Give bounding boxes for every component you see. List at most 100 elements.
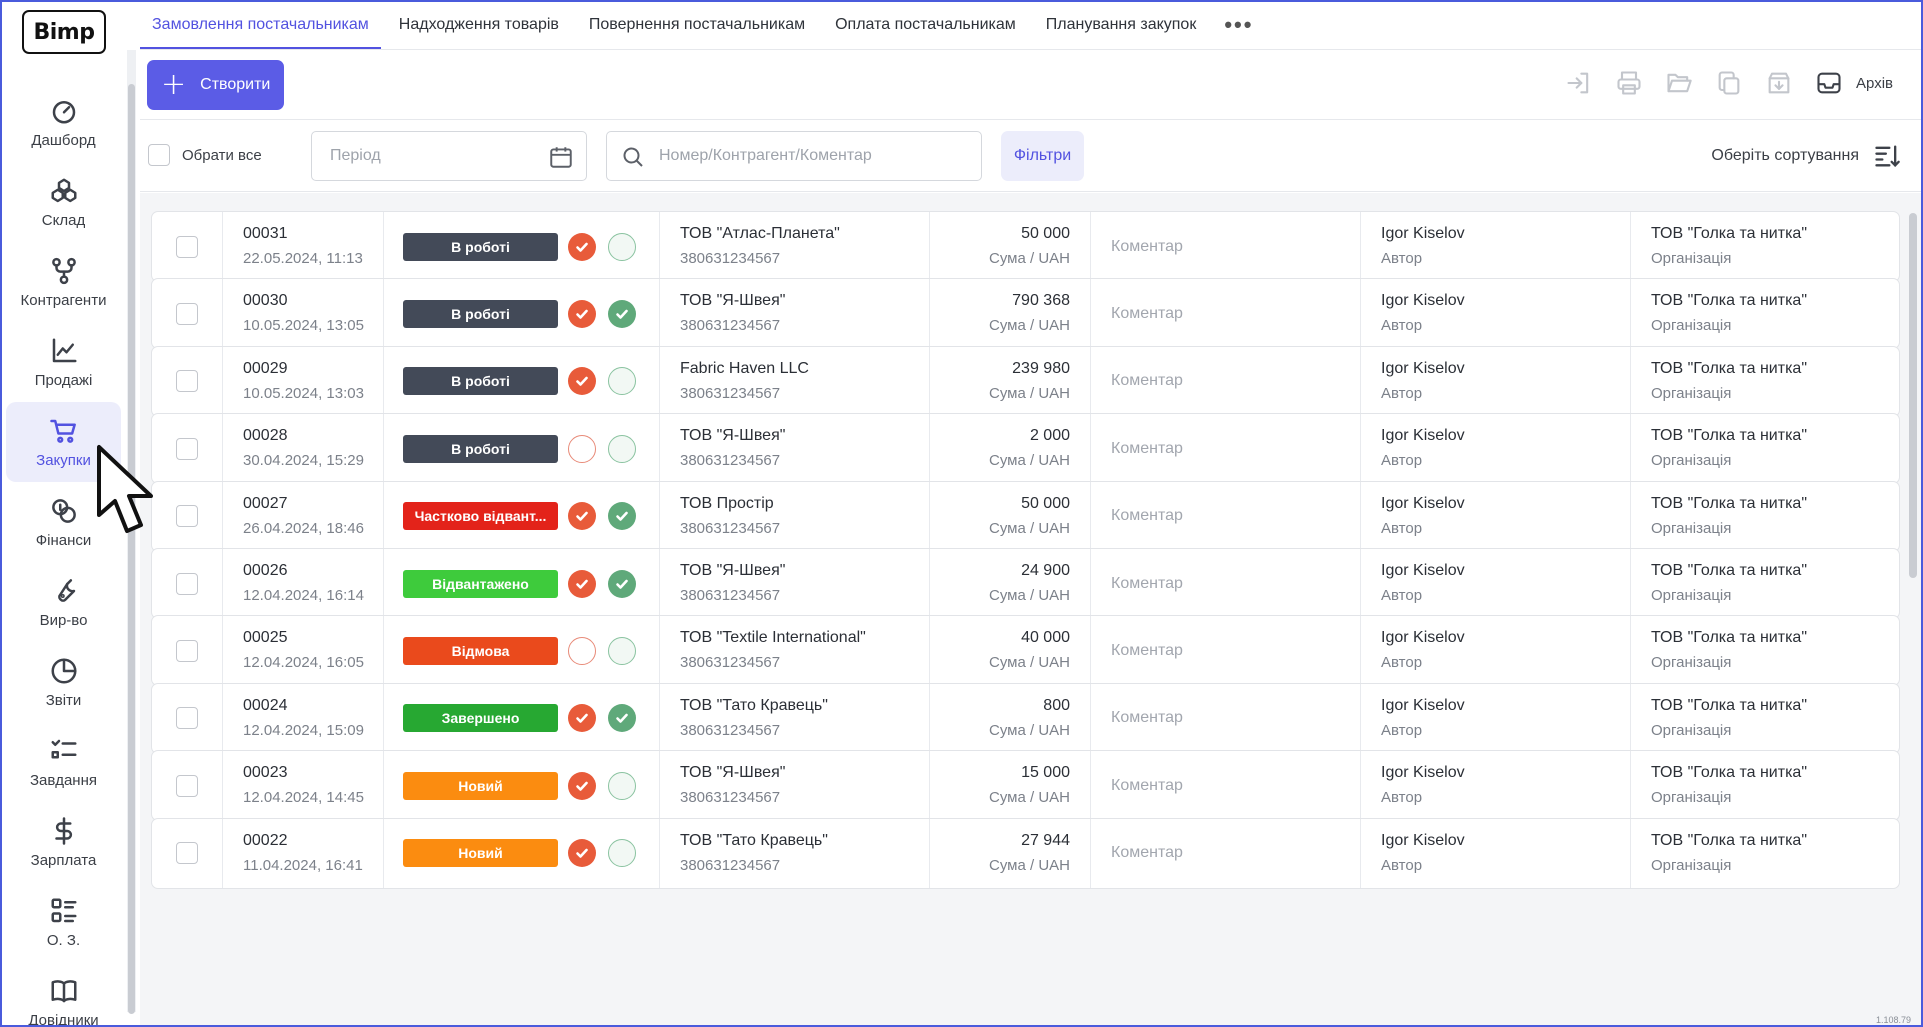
- status-badge[interactable]: Завершено: [403, 704, 558, 733]
- comment-cell[interactable]: Коментар: [1091, 212, 1361, 281]
- comment-cell[interactable]: Коментар: [1091, 481, 1361, 551]
- row-checkbox[interactable]: [176, 572, 198, 595]
- organization-label: Організація: [1651, 452, 1732, 470]
- status-badge[interactable]: Новий: [403, 771, 558, 800]
- status-badge[interactable]: Відвантажено: [403, 569, 558, 598]
- comment-cell[interactable]: Коментар: [1091, 346, 1361, 416]
- order-row[interactable]: 00030 10.05.2024, 13:05 В роботі ТОВ "Я-Шве…: [151, 278, 1900, 350]
- status-badge[interactable]: Відмова: [403, 636, 558, 665]
- comment-cell[interactable]: Коментар: [1091, 683, 1361, 753]
- order-row[interactable]: 00026 12.04.2024, 16:14 Відвантажено ТОВ "Я…: [151, 548, 1900, 619]
- order-row[interactable]: 00027 26.04.2024, 18:46 Частково відвант..…: [151, 480, 1900, 552]
- order-amount: 27 944: [1021, 831, 1070, 849]
- sort-selector[interactable]: Оберіть сортування: [1711, 142, 1901, 170]
- order-number-cell: 00025 12.04.2024, 16:05: [223, 616, 384, 686]
- author-name: Igor Kiselov: [1381, 494, 1465, 512]
- row-checkbox[interactable]: [176, 370, 198, 393]
- tab-1[interactable]: Надходження товарів: [398, 16, 559, 33]
- order-row[interactable]: 00029 10.05.2024, 13:03 В роботі Fabric Hav…: [151, 345, 1900, 417]
- counterparty-cell: ТОВ "Я-Швея" 380631234567: [660, 751, 930, 821]
- comment-cell[interactable]: Коментар: [1091, 818, 1361, 888]
- payment-status-icon: [568, 367, 596, 396]
- status-cell: В роботі: [384, 346, 660, 416]
- row-checkbox[interactable]: [176, 302, 198, 325]
- row-checkbox-cell: [152, 549, 223, 618]
- sidebar-item-3[interactable]: Продажі: [6, 322, 121, 402]
- import-icon[interactable]: [1564, 68, 1594, 98]
- sidebar-item-8[interactable]: Завдання: [6, 722, 121, 802]
- sidebar-item-0[interactable]: Дашборд: [6, 82, 121, 162]
- order-number: 00024: [243, 696, 288, 714]
- download-box-icon[interactable]: [1764, 68, 1794, 98]
- author-cell: Igor Kiselov Автор: [1361, 414, 1631, 484]
- counterparty-name: ТОВ "Атлас-Планета": [680, 225, 840, 242]
- sidebar-item-10[interactable]: О. З.: [6, 882, 121, 962]
- row-checkbox[interactable]: [176, 505, 198, 528]
- order-row[interactable]: 00022 11.04.2024, 16:41 Новий ТОВ "Тато Кра…: [151, 817, 1900, 889]
- order-row[interactable]: 00024 12.04.2024, 15:09 Завершено ТОВ "Тато…: [151, 682, 1900, 754]
- sidebar-item-5[interactable]: Фінанси: [6, 482, 121, 562]
- folder-open-icon[interactable]: [1664, 68, 1694, 98]
- search-input[interactable]: Номер/Контрагент/Коментар: [606, 131, 982, 181]
- row-checkbox[interactable]: [176, 437, 198, 460]
- archive-button[interactable]: Архів: [1856, 74, 1893, 92]
- comment-cell[interactable]: Коментар: [1091, 279, 1361, 349]
- sidebar-item-1[interactable]: Склад: [6, 162, 121, 242]
- author-cell: Igor Kiselov Автор: [1361, 481, 1631, 551]
- archive-inbox-icon[interactable]: [1814, 68, 1844, 98]
- row-checkbox[interactable]: [176, 235, 198, 258]
- tab-2[interactable]: Повернення постачальникам: [588, 16, 806, 33]
- author-label: Автор: [1381, 384, 1423, 402]
- currency-label: UAH: [1038, 654, 1070, 672]
- create-button[interactable]: + Створити: [147, 60, 284, 110]
- currency-label: UAH: [1038, 452, 1070, 470]
- select-all-checkbox[interactable]: Обрати все: [148, 144, 262, 166]
- status-badge[interactable]: В роботі: [403, 232, 558, 261]
- sidebar-item-7[interactable]: Звіти: [6, 642, 121, 722]
- row-checkbox[interactable]: [176, 842, 198, 865]
- status-badge[interactable]: Новий: [403, 839, 558, 868]
- calendar-icon[interactable]: [548, 144, 574, 170]
- copy-icon[interactable]: [1714, 68, 1744, 98]
- app-logo[interactable]: Bimp: [22, 10, 106, 54]
- comment-cell[interactable]: Коментар: [1091, 549, 1361, 618]
- author-label: Автор: [1381, 317, 1423, 335]
- order-date: 11.04.2024, 16:41: [243, 856, 363, 874]
- period-input[interactable]: Період: [311, 131, 587, 181]
- toolbar: + Створити Архів: [140, 50, 1921, 120]
- status-badge[interactable]: Частково відвант...: [403, 502, 558, 531]
- sidebar-scrollbar-thumb[interactable]: [128, 84, 135, 1014]
- print-icon[interactable]: [1614, 68, 1644, 98]
- status-badge[interactable]: В роботі: [403, 367, 558, 396]
- tab-0[interactable]: Замовлення постачальникам: [140, 1, 381, 49]
- checkbox[interactable]: [148, 144, 170, 166]
- sum-label: Сума: [988, 587, 1026, 604]
- tab-3[interactable]: Оплата постачальникам: [835, 16, 1016, 33]
- delivery-status-icon: [608, 839, 636, 868]
- cart-icon: [49, 419, 76, 443]
- sidebar-item-6[interactable]: Вир-во: [6, 562, 121, 642]
- comment-cell[interactable]: Коментар: [1091, 414, 1361, 484]
- sidebar-item-2[interactable]: Контрагенти: [6, 242, 121, 322]
- more-tabs-icon[interactable]: •••: [1224, 12, 1254, 37]
- sidebar-item-9[interactable]: Зарплата: [6, 802, 121, 882]
- sidebar-item-11[interactable]: Довідники: [6, 962, 121, 1027]
- order-row[interactable]: 00031 22.05.2024, 11:13 В роботі ТОВ "Атлас…: [151, 211, 1900, 282]
- order-number: 00030: [243, 292, 288, 310]
- order-row[interactable]: 00028 30.04.2024, 15:29 В роботі ТОВ "Я-Шве…: [151, 413, 1900, 485]
- status-badge[interactable]: В роботі: [403, 299, 558, 328]
- comment-cell[interactable]: Коментар: [1091, 751, 1361, 821]
- comment-cell[interactable]: Коментар: [1091, 616, 1361, 686]
- tab-4[interactable]: Планування закупок: [1045, 16, 1197, 33]
- row-checkbox[interactable]: [176, 639, 198, 662]
- order-row[interactable]: 00025 12.04.2024, 16:05 Відмова ТОВ "Textil…: [151, 615, 1900, 687]
- author-cell: Igor Kiselov Автор: [1361, 751, 1631, 821]
- row-checkbox[interactable]: [176, 707, 198, 730]
- list-scrollbar-thumb[interactable]: [1909, 213, 1917, 578]
- status-badge[interactable]: В роботі: [403, 434, 558, 463]
- author-label: Автор: [1381, 856, 1423, 874]
- row-checkbox[interactable]: [176, 774, 198, 797]
- amount-cell: 2 000 Сума / UAH: [930, 414, 1091, 484]
- order-row[interactable]: 00023 12.04.2024, 14:45 Новий ТОВ "Я-Швея" 3…: [151, 750, 1900, 822]
- filters-button[interactable]: Фільтри: [1001, 131, 1084, 181]
